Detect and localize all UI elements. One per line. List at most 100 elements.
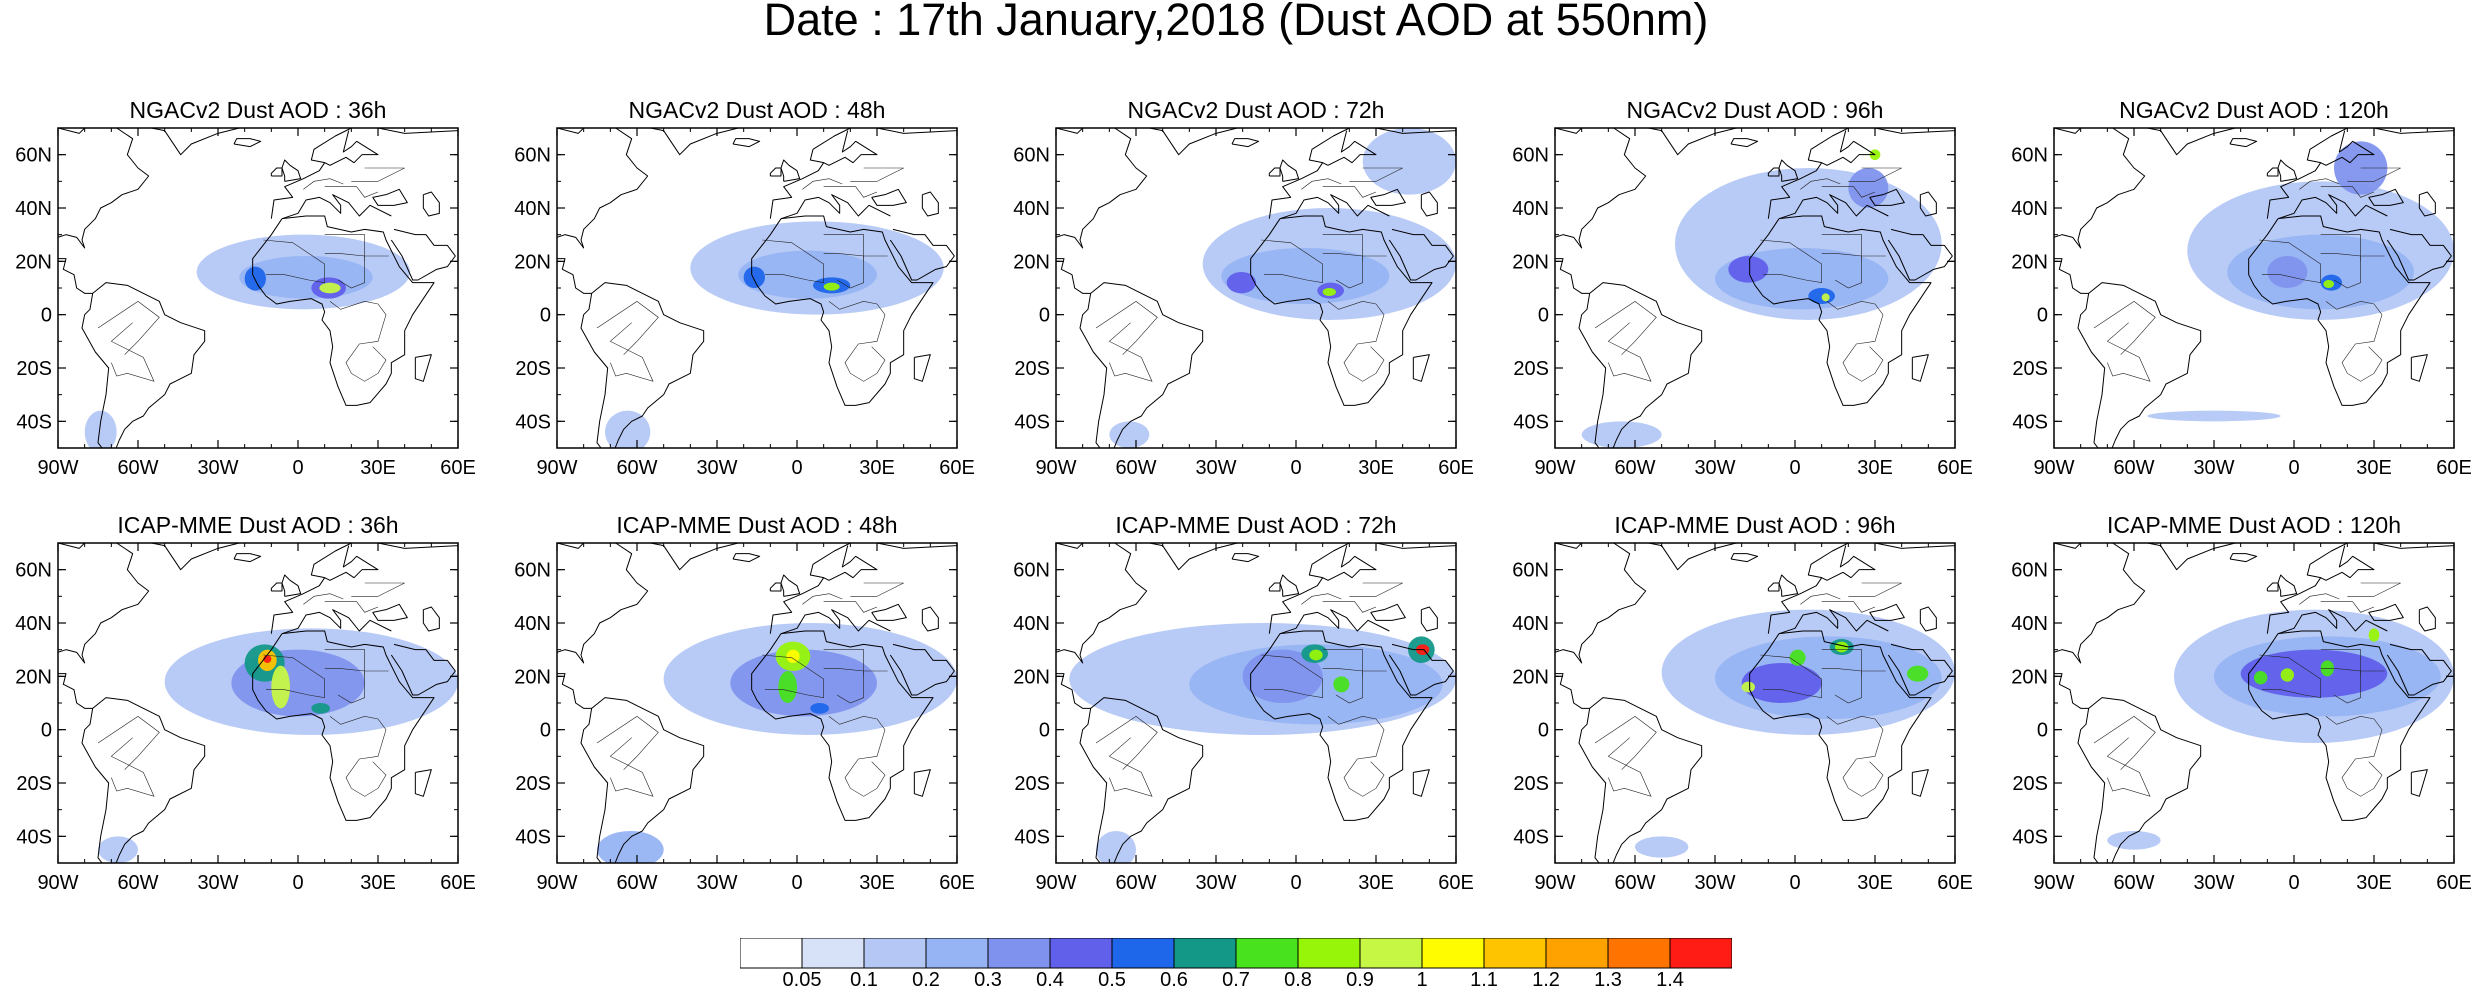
colorbar-swatch [1607,937,1671,969]
colorbar-label: 0.8 [1284,969,1312,988]
coastline [414,769,432,797]
coastline [1767,128,1955,219]
lon-tick-label: 60E [440,457,476,479]
coastline [1231,553,1260,563]
colorbar-svg: 0.05 0.1 0.2 0.3 0.4 0.5 0.6 0.7 0.8 0.9 1 1.1 1.2 1.… [739,937,1733,991]
colorbar-label: 0.05 [783,969,822,988]
colorbar-label: 0.1 [850,969,878,988]
country-border [2347,167,2401,182]
lon-tick-label: 60E [939,872,975,894]
country-border [303,593,344,605]
coastline [270,582,283,592]
lon-tick-label: 0 [1789,457,1800,479]
country-border [609,322,654,382]
lon-tick-label: 30E [2356,457,2392,479]
lon-tick-label: 90W [1534,457,1575,479]
dust-plume [98,836,138,863]
dust-plume [1728,256,1769,283]
coastline [1268,128,1456,219]
lon-tick-label: 90W [37,457,78,479]
colorbar-swatch [1545,937,1609,969]
lat-tick-label: 0 [540,305,551,327]
dust-plume [1109,421,1150,448]
lat-tick-label: 60N [15,560,52,582]
coastline [58,128,150,249]
lon-tick-label: 90W [2033,457,2074,479]
coastline [2277,194,2388,220]
coastline [270,167,283,177]
coastline [769,167,782,177]
country-border [823,649,864,677]
coastline [1555,673,1590,709]
coastline [557,673,592,709]
colorbar-swatch [1421,937,1485,969]
coastline [58,543,150,664]
lat-tick-label: 40N [1512,613,1549,635]
lon-tick-label: 30W [197,457,238,479]
lon-tick-label: 30W [1195,872,1236,894]
lon-tick-label: 60E [1937,872,1973,894]
country-border [351,582,405,597]
country-border [324,186,379,198]
lon-tick-label: 90W [536,872,577,894]
country-border [1760,239,1822,284]
coastline [769,543,957,634]
map-content [2054,128,2454,448]
coastline [1767,167,1780,177]
country-border [1349,167,1403,182]
country-border [802,593,843,605]
coastline [580,697,705,863]
coastline [913,769,931,797]
lon-tick-label: 30E [2356,872,2392,894]
country-border [324,601,379,613]
lat-tick-label: 20S [2012,773,2048,795]
dust-plume [1362,128,1456,195]
country-border [2259,239,2321,284]
country-border [1301,178,1342,190]
lat-tick-label: 0 [2037,720,2048,742]
coastline [2418,606,2436,632]
colorbar-swatch [987,937,1051,969]
lat-tick-label: 40S [16,826,52,848]
country-border [303,178,344,190]
country-border [2106,737,2151,797]
country-border [1607,322,1652,382]
lon-tick-label: 30W [2193,872,2234,894]
country-border [596,715,659,770]
dust-plume [1821,293,1830,302]
lat-tick-label: 20N [1013,251,1050,273]
lon-tick-label: 60W [1614,872,1655,894]
panel-title: NGACv2 Dust AOD : 96h [1626,97,1884,123]
dust-plume [311,703,330,714]
lon-tick-label: 30W [197,872,238,894]
coastline [81,697,206,863]
coastline [2248,215,2431,406]
dust-plume [1741,681,1755,693]
country-border [802,178,843,190]
coastline [769,128,957,219]
coastline [1578,282,1703,448]
coastline [1749,215,1932,406]
country-border [762,654,824,699]
coastline [1420,606,1438,632]
coastline [372,603,408,621]
lat-tick-label: 40N [1512,198,1549,220]
lon-tick-label: 60W [1614,457,1655,479]
lon-tick-label: 30E [1857,457,1893,479]
country-border [1322,186,1377,198]
dust-plume [1808,288,1835,304]
lat-tick-label: 0 [1538,720,1549,742]
lat-tick-label: 20S [16,773,52,795]
map-panel-icap-120h: ICAP-MME Dust AOD : 120h 60N 40N 20N 0 20S 40… [1996,512,2472,894]
coastline [769,582,782,592]
country-border [263,239,325,284]
coastline [871,188,907,206]
colorbar-swatch [1111,937,1175,969]
coastline [1749,630,1932,821]
lat-tick-label: 60N [1013,560,1050,582]
country-border [1322,601,1377,613]
coastline [1056,128,1148,249]
panel-title: ICAP-MME Dust AOD : 48h [616,512,898,538]
country-border [1095,715,1158,770]
lat-tick-label: 40S [16,411,52,433]
